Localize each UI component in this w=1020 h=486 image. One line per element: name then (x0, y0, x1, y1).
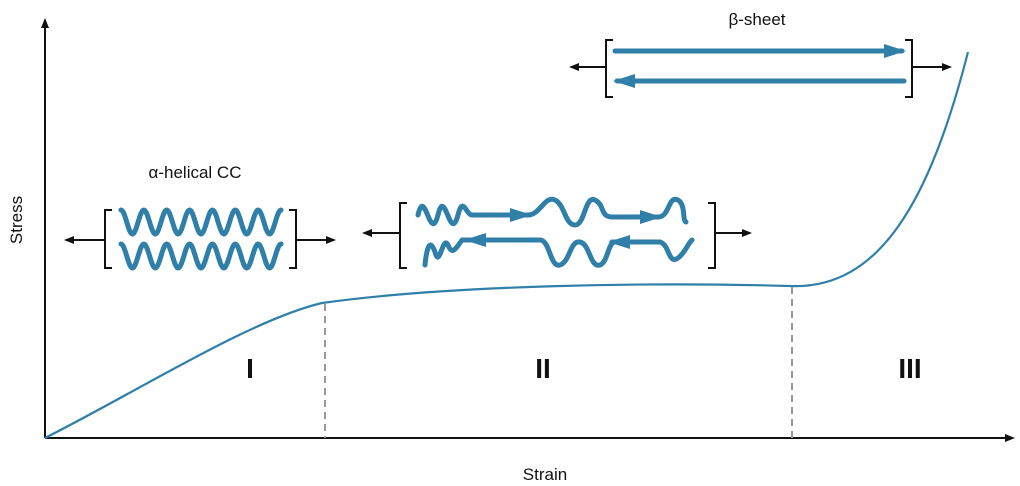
bracket (399, 202, 716, 269)
y-axis-label: Stress (7, 196, 26, 244)
unfolding-strand (525, 196, 662, 228)
unfolding-strand (657, 237, 695, 262)
annotation: α-helical CC (149, 163, 242, 182)
unfolding-strand (422, 237, 543, 268)
region-label: II (535, 353, 551, 384)
alpha-helices (118, 207, 284, 271)
region-label: III (898, 353, 921, 384)
unfolding-strand (537, 237, 618, 268)
stress-strain-curve (44, 51, 970, 439)
alpha-helix (118, 207, 284, 237)
bracket (605, 39, 913, 98)
annotation: β-sheet (728, 10, 785, 29)
unfolding-strand (415, 203, 532, 226)
region-label: I (246, 353, 254, 384)
alpha-helix (118, 241, 284, 271)
x-axis-label: Strain (523, 465, 567, 484)
unfolding-strand (655, 196, 689, 225)
